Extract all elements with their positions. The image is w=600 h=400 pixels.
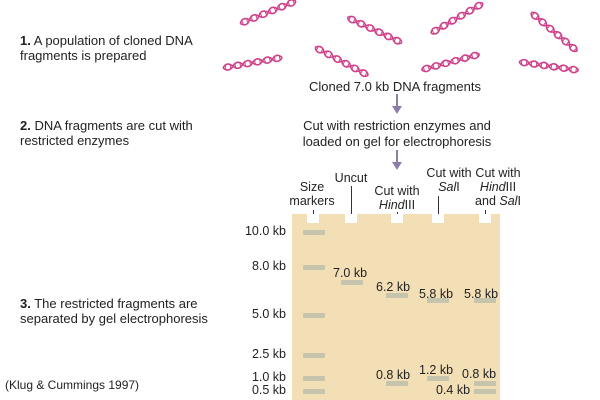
step-2-text: DNA fragments are cut with restricted en… bbox=[20, 118, 193, 148]
both-enzyme1: Hind bbox=[479, 180, 506, 194]
band-label-sal-small: 1.2 kb bbox=[419, 363, 454, 377]
lane-header-sali: Cut with SalI bbox=[424, 166, 474, 194]
band-both-mid bbox=[474, 381, 496, 386]
step-1: 1. A population of cloned DNA fragments … bbox=[20, 33, 230, 63]
step-1-number: 1. bbox=[20, 33, 31, 48]
both-suffix: I bbox=[517, 194, 521, 208]
band-label-hind-small: 0.8 kb bbox=[376, 368, 411, 382]
marker-band bbox=[303, 389, 325, 394]
band-label-both-mid: 0.8 kb bbox=[462, 367, 497, 381]
uncut-label: Uncut bbox=[334, 171, 368, 185]
band-hind-large bbox=[386, 293, 408, 298]
gel-well bbox=[391, 214, 403, 223]
lane-header-hindiii-sali: Cut with HindIII and SalI bbox=[468, 166, 528, 208]
cloned-caption: Cloned 7.0 kb DNA fragments bbox=[309, 79, 481, 94]
lane-tick-uncut bbox=[351, 186, 352, 218]
sal-suffix: I bbox=[456, 180, 460, 194]
citation: (Klug & Cummings 1997) bbox=[5, 378, 140, 392]
step-2-number: 2. bbox=[20, 118, 31, 133]
electrophoresis-gel bbox=[292, 214, 500, 400]
band-both-small bbox=[474, 389, 496, 394]
marker-band bbox=[303, 313, 325, 318]
marker-label-1kb: 1.0 kb bbox=[251, 370, 286, 384]
gel-well bbox=[479, 214, 491, 223]
step-2: 2. DNA fragments are cut with restricted… bbox=[20, 118, 220, 148]
gel-well bbox=[307, 214, 319, 223]
gel-well bbox=[345, 214, 357, 223]
hind-prefix: Cut with bbox=[374, 184, 420, 198]
arrow-shaft-2 bbox=[396, 150, 398, 164]
band-sal-small bbox=[427, 376, 449, 381]
hind-suffix: III bbox=[404, 198, 416, 212]
band-label-both-small: 0.4 kb bbox=[436, 383, 471, 397]
hind-enzyme: Hind bbox=[378, 198, 405, 212]
step-3: 3. The restricted fragments are separate… bbox=[20, 296, 230, 326]
cut-caption: Cut with restriction enzymes and loaded … bbox=[302, 118, 492, 149]
marker-band bbox=[303, 376, 325, 381]
sal-enzyme: Sal bbox=[438, 180, 457, 194]
gel-well bbox=[432, 214, 444, 223]
dna-helix bbox=[238, 0, 298, 28]
marker-label-10kb: 10.0 kb bbox=[244, 224, 286, 238]
dna-helix bbox=[428, 0, 486, 37]
dna-helix bbox=[517, 58, 580, 75]
band-label-uncut: 7.0 kb bbox=[333, 266, 368, 280]
lane-header-size-markers: Size markers bbox=[282, 180, 342, 208]
marker-label-8kb: 8.0 kb bbox=[251, 259, 286, 273]
band-label-both-large: 5.8 kb bbox=[464, 287, 499, 301]
band-hind-small bbox=[386, 381, 408, 386]
both-mid: III and bbox=[475, 180, 517, 208]
band-label-hind-large: 6.2 kb bbox=[376, 280, 411, 294]
both-prefix: Cut with bbox=[475, 166, 521, 180]
down-arrow-icon bbox=[392, 162, 402, 170]
dna-helix bbox=[345, 13, 404, 47]
marker-band bbox=[303, 353, 325, 358]
arrow-shaft-1 bbox=[396, 94, 398, 108]
step-3-text: The restricted fragments are separated b… bbox=[20, 296, 208, 326]
band-uncut bbox=[341, 280, 363, 285]
marker-band bbox=[303, 265, 325, 270]
dna-helix bbox=[312, 43, 371, 79]
lane-tick-sali bbox=[438, 196, 439, 218]
dna-helix bbox=[528, 9, 580, 55]
marker-band bbox=[303, 230, 325, 235]
dna-helix bbox=[419, 50, 482, 74]
band-both-large bbox=[474, 298, 496, 303]
band-sal-large bbox=[427, 298, 449, 303]
both-enzyme2: Sal bbox=[499, 194, 518, 208]
lane-header-hindiii: Cut with HindIII bbox=[364, 184, 430, 212]
sal-prefix: Cut with bbox=[426, 166, 472, 180]
size-markers-label: Size markers bbox=[289, 180, 335, 208]
marker-label-0-5kb: 0.5 kb bbox=[251, 383, 286, 397]
down-arrow-icon bbox=[392, 106, 402, 114]
step-3-number: 3. bbox=[20, 296, 31, 311]
marker-label-2-5kb: 2.5 kb bbox=[251, 347, 286, 361]
marker-label-5kb: 5.0 kb bbox=[251, 307, 286, 321]
dna-helix bbox=[221, 53, 284, 72]
band-label-sal-large: 5.8 kb bbox=[419, 287, 454, 301]
step-1-text: A population of cloned DNA fragments is … bbox=[20, 33, 193, 63]
lane-header-uncut: Uncut bbox=[330, 171, 372, 185]
